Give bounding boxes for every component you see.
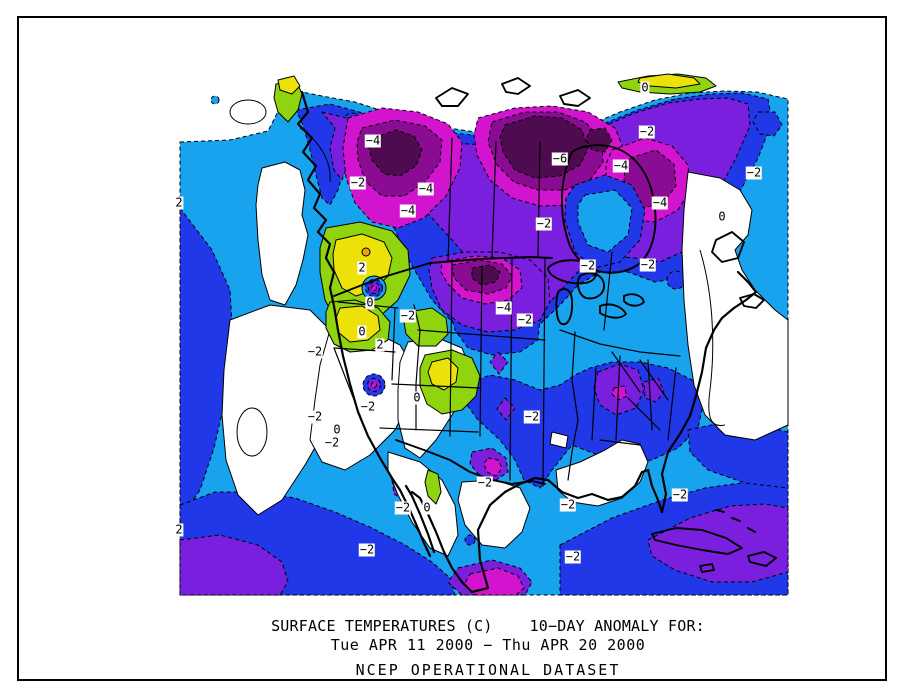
- open-contours: [229, 99, 726, 457]
- lake-ontario: [623, 293, 645, 307]
- caption-date-range: Tue APR 11 2000 − Thu APR 20 2000: [330, 636, 646, 654]
- region-violet-bottom-left: [179, 534, 289, 596]
- region-magenta-se-dot: [611, 385, 628, 401]
- region-white-tx-wedge: [549, 431, 569, 449]
- coastline-east: [660, 270, 758, 514]
- region-yellow-coast-cap: [277, 75, 301, 95]
- coastline-gulf: [470, 468, 664, 594]
- region-green-mexico-sliver: [424, 469, 442, 505]
- contour-loop-basin: [236, 407, 268, 457]
- shade-hudson: [564, 174, 646, 269]
- islands-bahamas: [699, 509, 756, 573]
- region-magenta-mexico-dot: [483, 457, 503, 477]
- region-darkest-montana: [471, 264, 501, 286]
- ring-features: [361, 275, 387, 397]
- region-darkest-nw: [368, 129, 423, 177]
- ring-wa-magenta: [371, 285, 377, 291]
- border-us-canada: [333, 256, 553, 297]
- coastline-baja: [398, 484, 474, 594]
- borders-states-east: [559, 329, 681, 481]
- lake-michigan: [555, 288, 574, 326]
- border-us-mexico: [395, 439, 546, 485]
- island-cuba: [651, 527, 743, 555]
- caption-dataset: NCEP OPERATIONAL DATASET: [355, 661, 621, 679]
- region-darkmag-quebec: [623, 149, 677, 209]
- region-cyan-hudson: [577, 189, 633, 253]
- caption: SURFACE TEMPERATURES (C) 10−DAY ANOMALY …: [200, 617, 776, 680]
- island-newfoundland: [711, 231, 745, 263]
- ring-nv-magenta: [371, 382, 377, 388]
- arctic-island-2: [501, 77, 531, 95]
- region-blue-mexico-dot2: [464, 534, 476, 546]
- region-cyan-dot-nw: [210, 95, 220, 105]
- region-yellow-arctic: [637, 73, 701, 89]
- lake-huron: [577, 272, 605, 300]
- region-white-atlantic: [681, 171, 789, 441]
- region-orange-dot: [361, 247, 371, 257]
- arctic-island-3: [559, 89, 591, 107]
- region-white-bc-coast: [255, 161, 309, 306]
- lake-superior: [547, 259, 598, 285]
- contour-open-atl: [699, 249, 726, 427]
- borders-provinces: [447, 137, 613, 331]
- island-hispaniola: [747, 551, 777, 567]
- region-blue-maine-spot: [666, 270, 686, 290]
- caption-title: SURFACE TEMPERATURES (C) 10−DAY ANOMALY …: [271, 617, 705, 635]
- island-nova-scotia: [739, 293, 765, 309]
- geo-borders: [296, 77, 777, 594]
- arctic-island-1: [435, 87, 469, 107]
- region-violet-neb-diamond: [489, 351, 509, 375]
- region-blue-topright-spot: [752, 111, 783, 137]
- contour-loop-nw: [229, 99, 267, 125]
- plot-frame: [17, 16, 887, 681]
- lake-erie: [599, 303, 627, 319]
- coastline-hudson-bay: [561, 144, 657, 274]
